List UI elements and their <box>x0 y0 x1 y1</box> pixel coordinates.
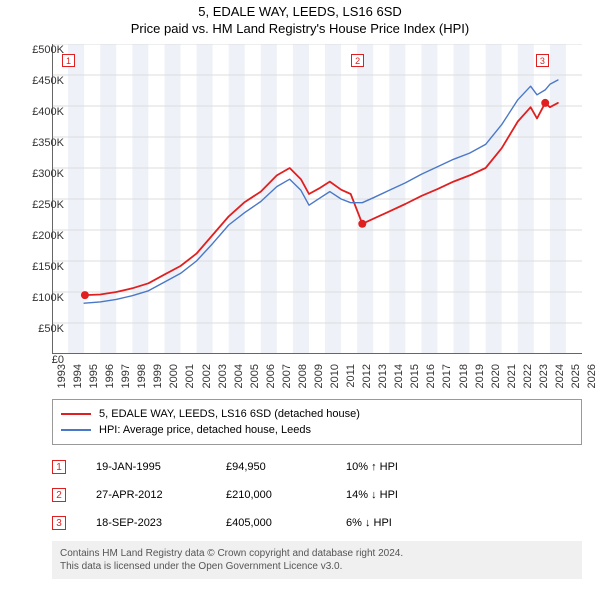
ytick-label: £200K <box>32 230 64 242</box>
chart-title: 5, EDALE WAY, LEEDS, LS16 6SD <box>0 4 600 19</box>
chart-annotation-marker: 3 <box>536 54 549 67</box>
xtick-label: 2013 <box>377 364 389 388</box>
xtick-label: 2002 <box>201 364 213 388</box>
xtick-label: 2023 <box>538 364 550 388</box>
xtick-label: 2018 <box>458 364 470 388</box>
xtick-label: 1995 <box>88 364 100 388</box>
chart-subtitle: Price paid vs. HM Land Registry's House … <box>0 21 600 36</box>
xtick-label: 1996 <box>104 364 116 388</box>
chart-plot-area <box>52 44 582 354</box>
xtick-label: 1993 <box>56 364 68 388</box>
transaction-price: £94,950 <box>226 461 346 473</box>
ytick-label: £500K <box>32 44 64 56</box>
transaction-marker: 1 <box>52 460 66 474</box>
transaction-date: 27-APR-2012 <box>96 489 226 501</box>
legend-item-price-paid: 5, EDALE WAY, LEEDS, LS16 6SD (detached … <box>61 406 573 422</box>
transaction-delta: 10% ↑ HPI <box>346 461 466 473</box>
xtick-label: 2003 <box>217 364 229 388</box>
transaction-row: 3 18-SEP-2023£405,0006% ↓ HPI <box>52 509 582 537</box>
xtick-label: 2020 <box>490 364 502 388</box>
transactions-box: 1 19-JAN-1995£94,95010% ↑ HPI 2 27-APR-2012… <box>52 453 582 537</box>
xtick-label: 2014 <box>393 364 405 388</box>
legend-label-hpi: HPI: Average price, detached house, Leed… <box>99 424 311 436</box>
legend-label-price-paid: 5, EDALE WAY, LEEDS, LS16 6SD (detached … <box>99 408 360 420</box>
ytick-label: £450K <box>32 75 64 87</box>
transaction-marker: 3 <box>52 516 66 530</box>
xtick-label: 1998 <box>136 364 148 388</box>
ytick-label: £250K <box>32 199 64 211</box>
ytick-label: £300K <box>32 168 64 180</box>
ytick-label: £150K <box>32 261 64 273</box>
xtick-label: 2022 <box>522 364 534 388</box>
xtick-label: 2005 <box>249 364 261 388</box>
xtick-label: 2026 <box>586 364 598 388</box>
xtick-label: 2017 <box>441 364 453 388</box>
xtick-label: 2015 <box>409 364 421 388</box>
transaction-date: 19-JAN-1995 <box>96 461 226 473</box>
chart-container: 5, EDALE WAY, LEEDS, LS16 6SD Price paid… <box>0 4 600 594</box>
transaction-row: 2 27-APR-2012£210,00014% ↓ HPI <box>52 481 582 509</box>
chart-annotation-marker: 1 <box>62 54 75 67</box>
chart-svg <box>52 44 582 354</box>
xtick-label: 2025 <box>570 364 582 388</box>
transaction-row: 1 19-JAN-1995£94,95010% ↑ HPI <box>52 453 582 481</box>
transaction-marker: 2 <box>52 488 66 502</box>
xtick-label: 2011 <box>345 364 357 388</box>
xtick-label: 2009 <box>313 364 325 388</box>
transaction-price: £405,000 <box>226 517 346 529</box>
legend-swatch-hpi <box>61 429 91 431</box>
xtick-label: 2008 <box>297 364 309 388</box>
xtick-label: 2016 <box>425 364 437 388</box>
xtick-label: 2001 <box>184 364 196 388</box>
footer-box: Contains HM Land Registry data © Crown c… <box>52 541 582 579</box>
footer-line-2: This data is licensed under the Open Gov… <box>60 560 574 573</box>
legend-box: 5, EDALE WAY, LEEDS, LS16 6SD (detached … <box>52 399 582 445</box>
xtick-label: 2021 <box>506 364 518 388</box>
legend-swatch-price-paid <box>61 413 91 415</box>
xtick-label: 2004 <box>233 364 245 388</box>
transaction-delta: 6% ↓ HPI <box>346 517 466 529</box>
xtick-label: 1994 <box>72 364 84 388</box>
ytick-label: £350K <box>32 137 64 149</box>
ytick-label: £50K <box>38 323 64 335</box>
legend-item-hpi: HPI: Average price, detached house, Leed… <box>61 422 573 438</box>
xtick-label: 1997 <box>120 364 132 388</box>
transaction-price: £210,000 <box>226 489 346 501</box>
xtick-label: 1999 <box>152 364 164 388</box>
ytick-label: £100K <box>32 292 64 304</box>
xtick-label: 2007 <box>281 364 293 388</box>
xtick-label: 2012 <box>361 364 373 388</box>
xtick-label: 2024 <box>554 364 566 388</box>
xtick-label: 2000 <box>168 364 180 388</box>
xtick-label: 2006 <box>265 364 277 388</box>
chart-annotation-marker: 2 <box>351 54 364 67</box>
footer-line-1: Contains HM Land Registry data © Crown c… <box>60 547 574 560</box>
ytick-label: £400K <box>32 106 64 118</box>
xtick-label: 2019 <box>474 364 486 388</box>
transaction-delta: 14% ↓ HPI <box>346 489 466 501</box>
xtick-label: 2010 <box>329 364 341 388</box>
transaction-date: 18-SEP-2023 <box>96 517 226 529</box>
